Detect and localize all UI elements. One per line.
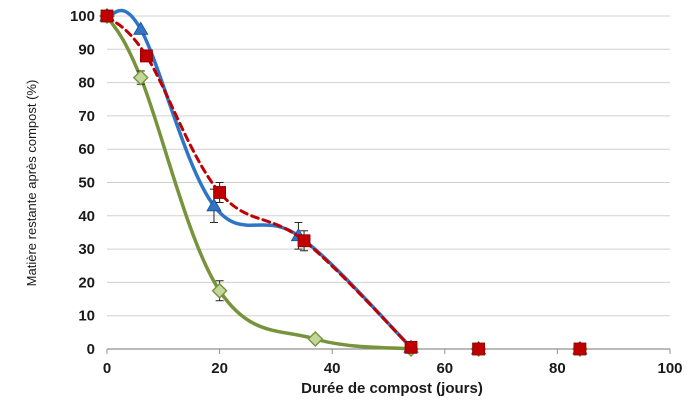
triangle-marker	[206, 198, 222, 212]
y-tick-label: 70	[78, 108, 95, 125]
tick-labels: 0 10 20 30 40 50 60 70 80 90 100 0 20 40 60 80 100	[70, 8, 683, 377]
square-marker	[573, 342, 587, 356]
square-marker	[100, 9, 114, 23]
x-tick-label: 20	[211, 360, 228, 377]
series-1	[99, 8, 588, 355]
y-tick-label: 100	[70, 8, 95, 25]
x-tick-label: 0	[103, 360, 111, 377]
y-tick-label: 10	[78, 308, 95, 325]
y-axis-title: Matière restante après compost (%)	[24, 80, 39, 287]
y-tick-label: 60	[78, 141, 95, 158]
x-tick-label: 100	[657, 360, 682, 377]
y-tick-label: 20	[78, 274, 95, 291]
x-tick-label: 40	[324, 360, 341, 377]
diamond-marker	[211, 282, 228, 299]
x-tick-label: 80	[549, 360, 566, 377]
y-tick-label: 0	[87, 341, 95, 358]
x-tick-label: 60	[436, 360, 453, 377]
y-tick-label: 30	[78, 241, 95, 258]
gridlines	[107, 15, 670, 317]
series-layer	[99, 8, 588, 357]
triangle-marker	[133, 21, 149, 35]
square-marker	[297, 234, 311, 248]
y-tick-label: 40	[78, 208, 95, 225]
diamond-marker	[132, 69, 149, 86]
square-marker	[213, 186, 227, 199]
series-0	[100, 9, 587, 356]
y-tick-label: 50	[78, 175, 95, 192]
diamond-marker	[307, 331, 324, 347]
square-marker	[472, 342, 485, 356]
x-axis-title: Durée de compost (jours)	[301, 380, 483, 397]
square-marker	[140, 49, 153, 63]
square-marker	[404, 340, 418, 354]
y-tick-label: 90	[78, 41, 95, 58]
y-tick-label: 80	[78, 75, 95, 92]
